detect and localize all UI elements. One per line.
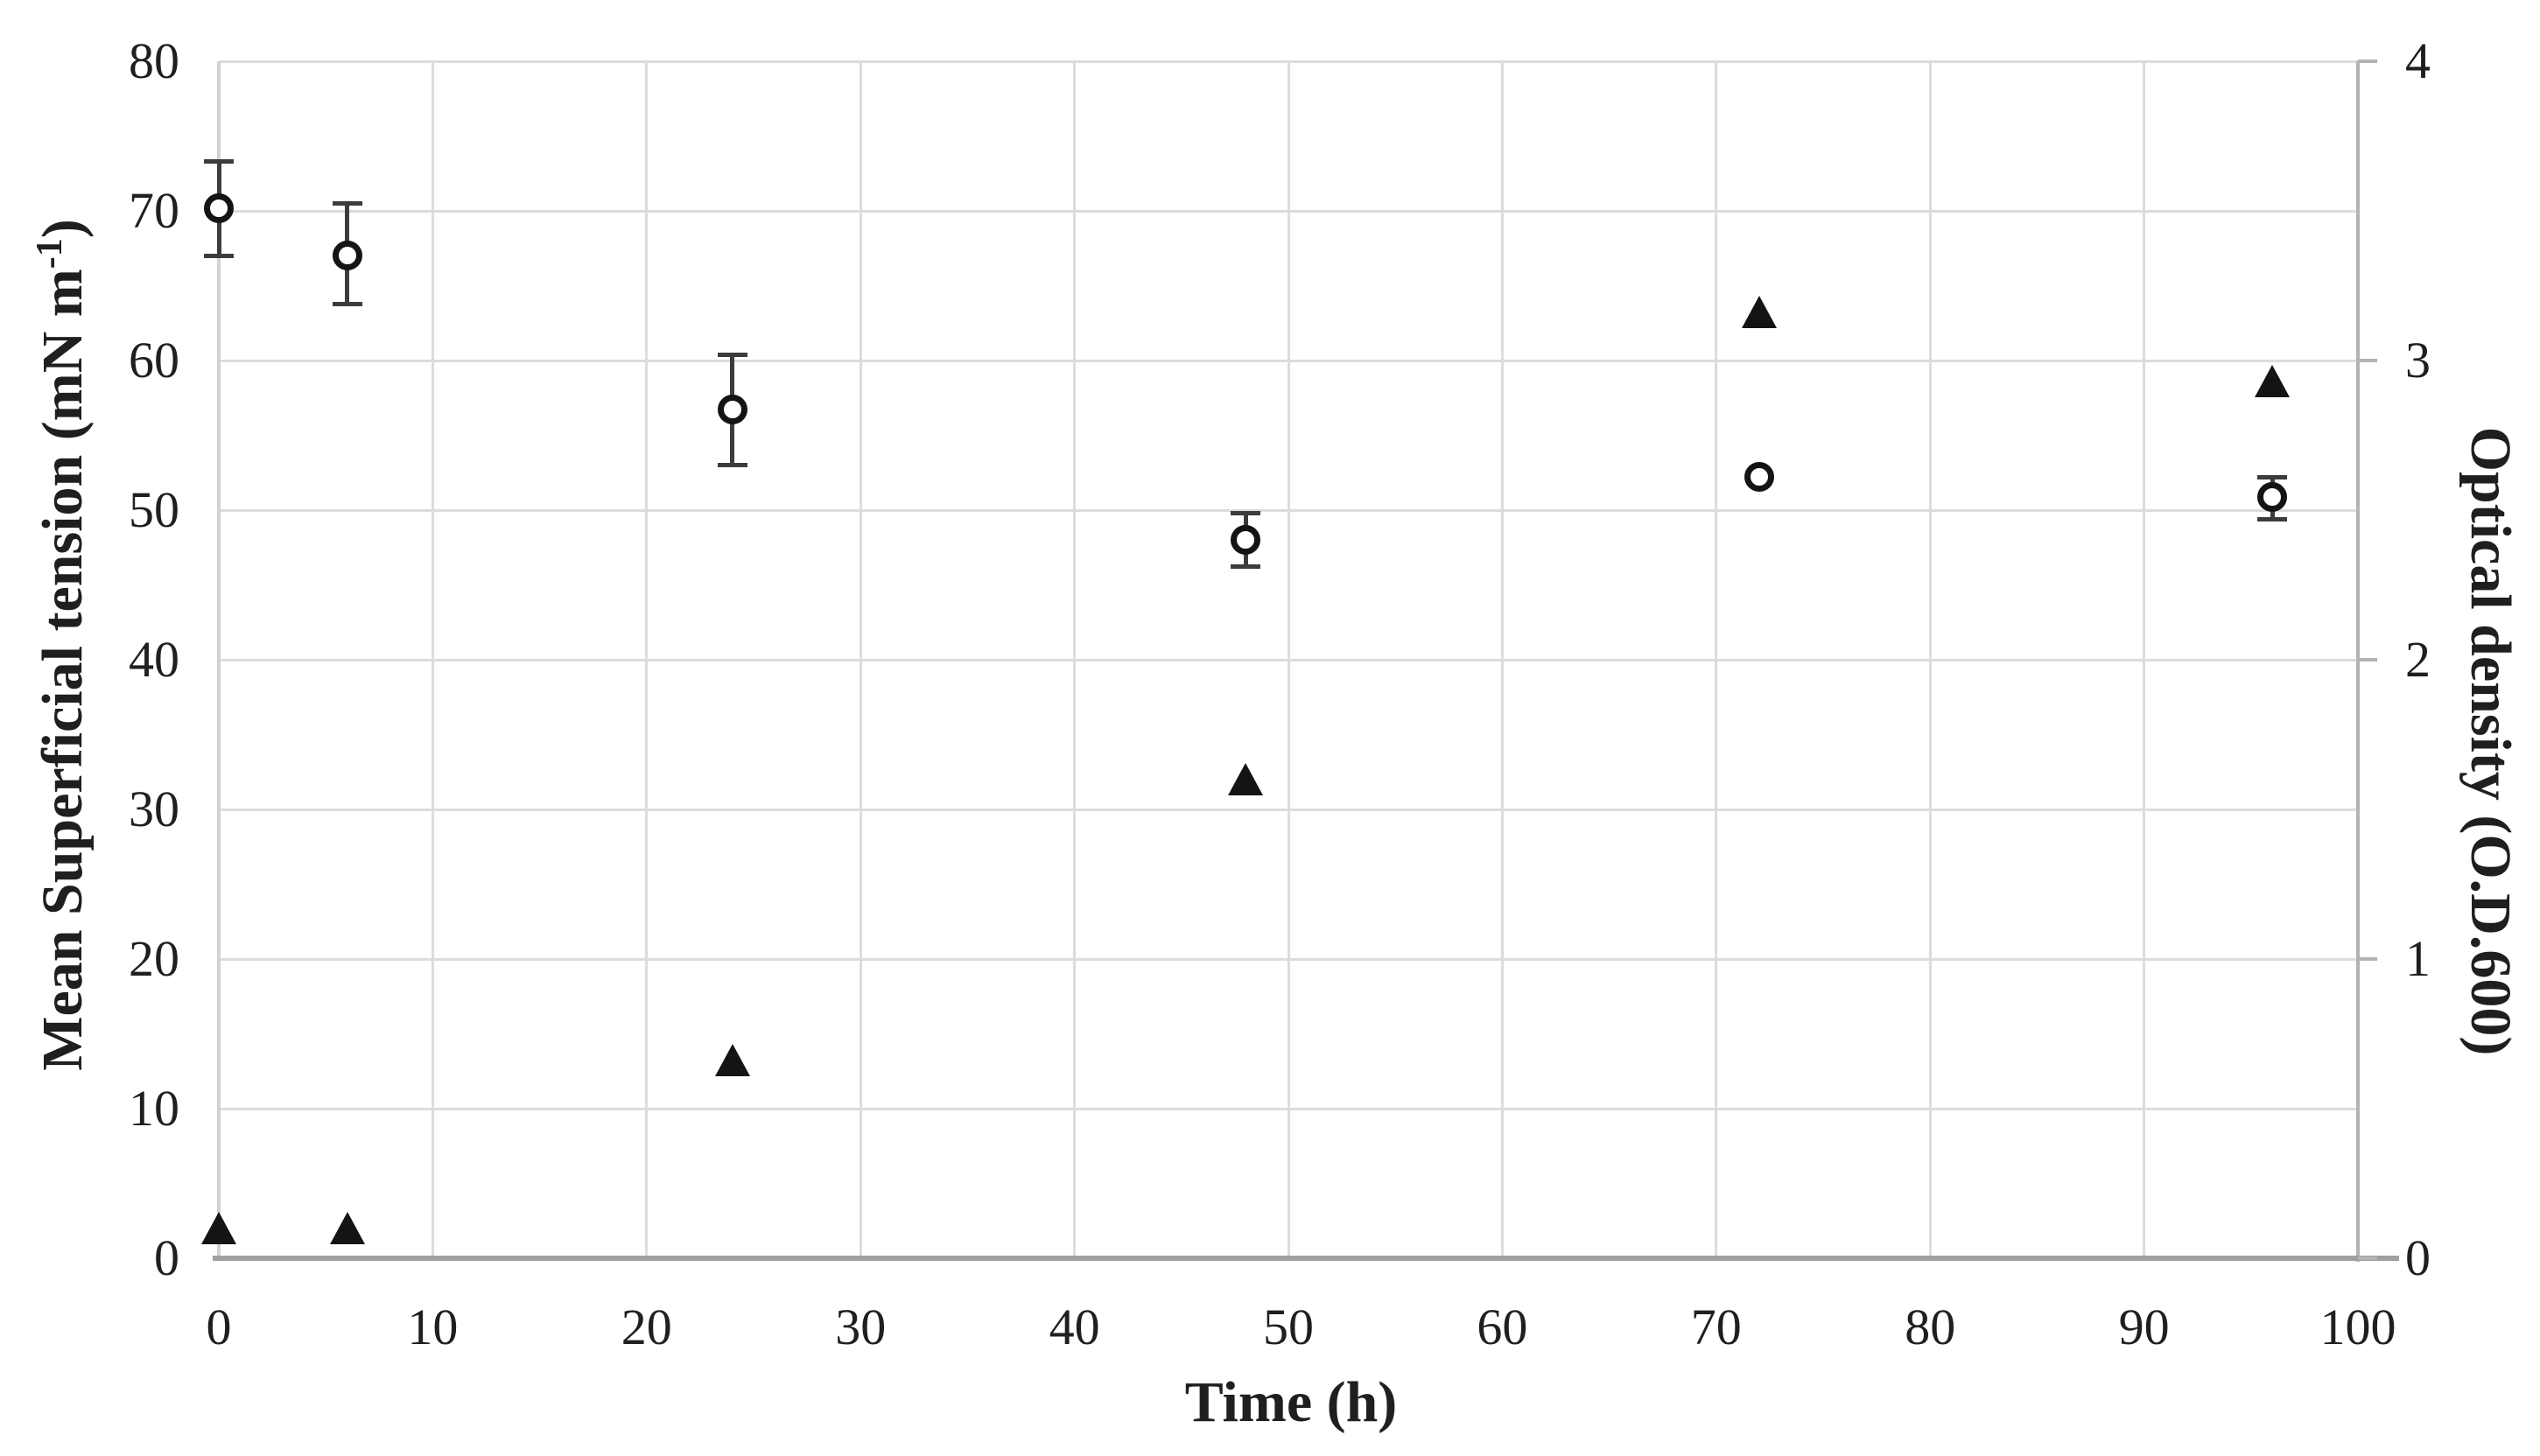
y-left-tick-label: 10 xyxy=(129,1080,179,1137)
x-tick-label: 10 xyxy=(407,1298,459,1355)
vertical-gridline xyxy=(645,61,649,1258)
error-bar-cap-top xyxy=(1231,510,1261,515)
right-axis-tick xyxy=(2358,658,2377,662)
x-tick-label: 80 xyxy=(1905,1298,1956,1355)
x-tick-label: 60 xyxy=(1477,1298,1528,1355)
x-tick-label: 30 xyxy=(835,1298,887,1355)
error-bar-cap-bottom xyxy=(204,253,234,258)
left-axis-title-text: Mean Superficial tension (mN m xyxy=(31,269,95,1071)
y-left-tick-label: 30 xyxy=(129,780,179,837)
vertical-gridline xyxy=(1073,61,1077,1258)
vertical-gridline xyxy=(2143,61,2146,1258)
error-bar-cap-bottom xyxy=(717,463,747,468)
y-left-tick-label: 20 xyxy=(129,930,179,987)
error-bar-cap-top xyxy=(2257,474,2288,480)
x-tick-label: 40 xyxy=(1049,1298,1100,1355)
right-axis-line xyxy=(2356,61,2360,1262)
left-axis-title-superscript: -1 xyxy=(30,238,70,270)
surface-tension-point xyxy=(332,241,362,271)
vertical-gridline xyxy=(1928,61,1932,1258)
optical-density-point xyxy=(1741,296,1777,329)
y-left-tick-label: 80 xyxy=(129,32,179,89)
optical-density-point xyxy=(2255,364,2291,397)
error-bar-cap-bottom xyxy=(2257,516,2288,522)
y-left-tick-label: 40 xyxy=(129,631,179,688)
y-right-tick-label: 4 xyxy=(2405,32,2431,89)
optical-density-point xyxy=(714,1044,750,1077)
y-left-tick-label: 0 xyxy=(154,1229,179,1286)
optical-density-point xyxy=(329,1211,365,1244)
error-bar-cap-top xyxy=(717,352,747,357)
x-axis-title: Time (h) xyxy=(1184,1370,1398,1434)
y-right-tick-label: 3 xyxy=(2405,332,2431,388)
vertical-gridline xyxy=(1715,61,1718,1258)
error-bar-cap-bottom xyxy=(332,301,362,306)
y-left-tick-label: 60 xyxy=(129,332,179,388)
vertical-gridline xyxy=(859,61,862,1258)
right-axis-tick xyxy=(2358,359,2377,362)
vertical-gridline xyxy=(1287,61,1290,1258)
right-axis-tick xyxy=(2358,1256,2377,1260)
surface-tension-point xyxy=(2257,481,2288,512)
x-tick-label: 90 xyxy=(2118,1298,2170,1355)
y-left-tick-label: 50 xyxy=(129,481,179,538)
surface-tension-point xyxy=(204,192,234,223)
vertical-gridline xyxy=(1500,61,1504,1258)
x-tick-label: 50 xyxy=(1263,1298,1314,1355)
y-left-tick-label: 70 xyxy=(129,182,179,239)
x-tick-label: 70 xyxy=(1690,1298,1742,1355)
right-axis-tick xyxy=(2358,957,2377,961)
error-bar-cap-top xyxy=(204,159,234,164)
optical-density-point xyxy=(201,1211,236,1244)
vertical-gridline xyxy=(431,61,434,1258)
left-axis-line xyxy=(217,61,221,1258)
surface-tension-point xyxy=(1744,462,1774,493)
x-tick-label: 20 xyxy=(621,1298,672,1355)
left-axis-title: Mean Superficial tension (mN m-1) xyxy=(13,0,95,1345)
error-bar-cap-top xyxy=(332,200,362,206)
error-bar-cap-bottom xyxy=(1231,564,1261,570)
x-tick-label: 100 xyxy=(2319,1298,2396,1355)
surface-tension-point xyxy=(1231,525,1261,556)
y-right-tick-label: 1 xyxy=(2405,930,2431,987)
optical-density-point xyxy=(1228,762,1264,795)
y-right-tick-label: 2 xyxy=(2405,631,2431,688)
right-axis-tick xyxy=(2358,60,2377,63)
x-tick-label: 0 xyxy=(206,1298,232,1355)
x-axis-line xyxy=(213,1256,2399,1261)
left-axis-title-close: ) xyxy=(31,219,95,239)
surface-tension-point xyxy=(717,395,747,425)
right-axis-title: Optical density (O.D.600) xyxy=(2459,426,2522,1056)
y-right-tick-label: 0 xyxy=(2405,1229,2431,1286)
